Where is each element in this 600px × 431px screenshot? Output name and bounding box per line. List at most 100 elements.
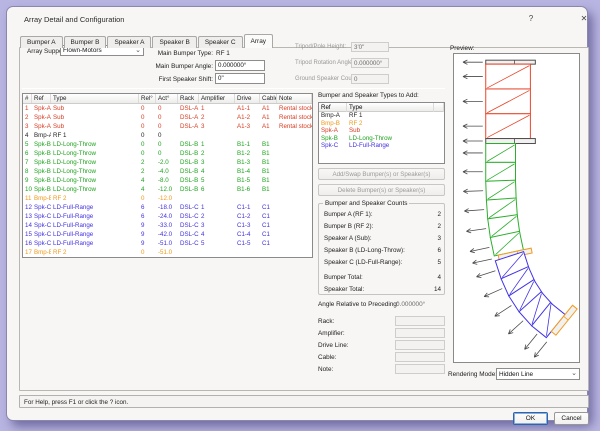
- column-header[interactable]: Note: [277, 94, 312, 103]
- cell: -24.0: [158, 213, 173, 220]
- count-label: Bumper A (RF 1):: [324, 211, 373, 218]
- aim-arrow-icon: [524, 333, 538, 350]
- ground-speaker-count-value: 0: [351, 74, 389, 84]
- cell: 8: [25, 168, 29, 175]
- table-row[interactable]: 12 Spk-C LD-Full-Range 6 -18.0 DSL-C 1 C1-1 C1: [23, 203, 312, 212]
- cell: 5: [25, 141, 29, 148]
- cell: [178, 131, 199, 140]
- table-row[interactable]: 13 Spk-C LD-Full-Range 6 -24.0 DSL-C 2 C1-2 C1: [23, 212, 312, 221]
- rendering-mode-combo[interactable]: Hidden Line ⌄: [496, 368, 580, 380]
- types-col-type: Type: [347, 103, 434, 112]
- cell: -51.0: [158, 240, 173, 247]
- cell: 6: [201, 186, 205, 193]
- preview-speaker: [466, 214, 521, 239]
- cancel-button[interactable]: Cancel: [554, 412, 589, 425]
- aim-arrow-icon: [533, 341, 548, 358]
- table-row[interactable]: 1 Spk-A Sub 0 0 DSL-A 1 A1-1 A1 Rental stock: [23, 104, 312, 113]
- cell: A1-1: [237, 105, 251, 112]
- count-value: 3: [437, 235, 441, 242]
- table-row[interactable]: 10 Spk-B LD-Long-Throw 4 -12.0 DSL-B 6 B1-6 B1: [23, 185, 312, 194]
- column-header[interactable]: Cable: [262, 94, 277, 103]
- cell: C1-3: [237, 222, 251, 229]
- cell: [235, 131, 260, 140]
- tab-speaker-b[interactable]: Speaker B: [152, 36, 197, 48]
- cell: -8.0: [158, 177, 169, 184]
- aim-arrow-icon: [483, 288, 503, 298]
- amplifier-field: [395, 328, 445, 338]
- table-row[interactable]: 6 Spk-B LD-Long-Throw 0 0 DSL-B 2 B1-2 B1: [23, 149, 312, 158]
- column-header[interactable]: Rel°: [139, 94, 156, 103]
- preview-bumper: [533, 304, 578, 358]
- list-item[interactable]: Spk-A Sub: [319, 127, 444, 135]
- array-table-header: # Ref Type Rel° Act° Rack Amplifier Drive Cable N…: [23, 94, 312, 104]
- tab-speaker-c[interactable]: Speaker C: [197, 36, 243, 48]
- aim-arrow-icon: [462, 59, 483, 65]
- cell: [277, 185, 312, 194]
- cell: RF 2: [53, 195, 67, 202]
- type-name: LD-Long-Throw: [349, 134, 392, 142]
- count-value: 14: [433, 286, 441, 293]
- list-item[interactable]: Bmp-A RF 1: [319, 112, 444, 120]
- table-row[interactable]: 9 Spk-B LD-Long-Throw 4 -8.0 DSL-B 5 B1-5 B1: [23, 176, 312, 185]
- cell: -12.0: [158, 195, 173, 202]
- array-support-label: Array Support:: [27, 48, 69, 55]
- cell: [277, 230, 312, 239]
- cell: -33.0: [158, 222, 173, 229]
- types-list[interactable]: Ref Type Bmp-A RF 1 Bmp-B RF 2 Spk-A Sub Spk-B…: [318, 102, 445, 164]
- column-header[interactable]: Drive: [235, 94, 260, 103]
- cell: C1: [262, 231, 270, 238]
- tab-speaker-a[interactable]: Speaker A: [107, 36, 152, 48]
- table-row[interactable]: 14 Spk-C LD-Full-Range 9 -33.0 DSL-C 3 C1-3 C1: [23, 221, 312, 230]
- help-icon[interactable]: ?: [528, 14, 534, 23]
- tab-bumper-a[interactable]: Bumper A: [20, 36, 63, 48]
- column-header[interactable]: Rack: [178, 94, 199, 103]
- cell: 3: [201, 222, 205, 229]
- table-row[interactable]: 4 Bmp-A RF 1 0 0: [23, 131, 312, 140]
- chevron-down-icon: ⌄: [571, 370, 577, 377]
- column-header[interactable]: #: [23, 94, 32, 103]
- column-header[interactable]: Act°: [156, 94, 178, 103]
- list-item[interactable]: Bmp-B RF 2: [319, 120, 444, 128]
- cell: C1: [262, 222, 270, 229]
- list-item[interactable]: Spk-C LD-Full-Range: [319, 142, 444, 150]
- cell: C1: [262, 204, 270, 211]
- table-row[interactable]: 7 Spk-B LD-Long-Throw 2 -2.0 DSL-B 3 B1-3 B1: [23, 158, 312, 167]
- main-bumper-angle-input[interactable]: 0.000000°: [215, 60, 265, 71]
- array-table[interactable]: # Ref Type Rel° Act° Rack Amplifier Drive Cable N…: [22, 93, 313, 258]
- tab-bumper-b[interactable]: Bumper B: [63, 36, 107, 48]
- delete-button[interactable]: Delete Bumper(s) or Speaker(s): [318, 184, 445, 196]
- ok-button[interactable]: OK: [513, 412, 548, 425]
- types-to-add-title: Bumper and Speaker Types to Add:: [318, 92, 419, 99]
- add-swap-button[interactable]: Add/Swap Bumper(s) or Speaker(s): [318, 168, 445, 180]
- table-row[interactable]: 3 Spk-A Sub 0 0 DSL-A 3 A1-3 A1 Rental stock: [23, 122, 312, 131]
- table-row[interactable]: 11 Bmp-B RF 2 0 -12.0: [23, 194, 312, 203]
- cell: RF 1: [53, 132, 67, 139]
- close-icon[interactable]: ✕: [580, 14, 588, 23]
- column-header[interactable]: Ref: [32, 94, 51, 103]
- table-row[interactable]: 16 Spk-C LD-Full-Range 9 -51.0 DSL-C 5 C1-5 C1: [23, 239, 312, 248]
- cell: DSL-A: [180, 123, 199, 130]
- count-row: Speaker C (LD-Full-Range): 5: [324, 259, 441, 266]
- window-title: Array Detail and Configuration: [24, 15, 125, 24]
- column-header[interactable]: Amplifier: [199, 94, 235, 103]
- cell: 9: [141, 231, 145, 238]
- cell: C1-2: [237, 213, 251, 220]
- types-col-ref: Ref: [319, 103, 347, 112]
- table-row[interactable]: 5 Spk-B LD-Long-Throw 0 0 DSL-B 1 B1-1 B1: [23, 140, 312, 149]
- cell: 9: [25, 177, 29, 184]
- cell: LD-Full-Range: [53, 222, 94, 229]
- table-row[interactable]: 15 Spk-C LD-Full-Range 9 -42.0 DSL-C 4 C1-4 C1: [23, 230, 312, 239]
- table-row[interactable]: 17 Bmp-B RF 2 0 -51.0: [23, 248, 312, 257]
- aim-arrow-icon: [463, 188, 484, 194]
- cell: B1: [262, 177, 270, 184]
- table-row[interactable]: 8 Spk-B LD-Long-Throw 2 -4.0 DSL-B 4 B1-4 B1: [23, 167, 312, 176]
- angle-relative-label: Angle Relative to Preceding:: [318, 301, 399, 308]
- cell: Rental stock: [279, 114, 312, 121]
- preview-speaker: [462, 63, 531, 90]
- tab-array[interactable]: Array: [243, 34, 274, 48]
- column-header[interactable]: Type: [51, 94, 139, 103]
- cell: LD-Full-Range: [53, 231, 94, 238]
- list-item[interactable]: Spk-B LD-Long-Throw: [319, 135, 444, 143]
- table-row[interactable]: 2 Spk-A Sub 0 0 DSL-A 2 A1-2 A1 Rental stock: [23, 113, 312, 122]
- first-speaker-shift-input[interactable]: 0": [215, 73, 265, 84]
